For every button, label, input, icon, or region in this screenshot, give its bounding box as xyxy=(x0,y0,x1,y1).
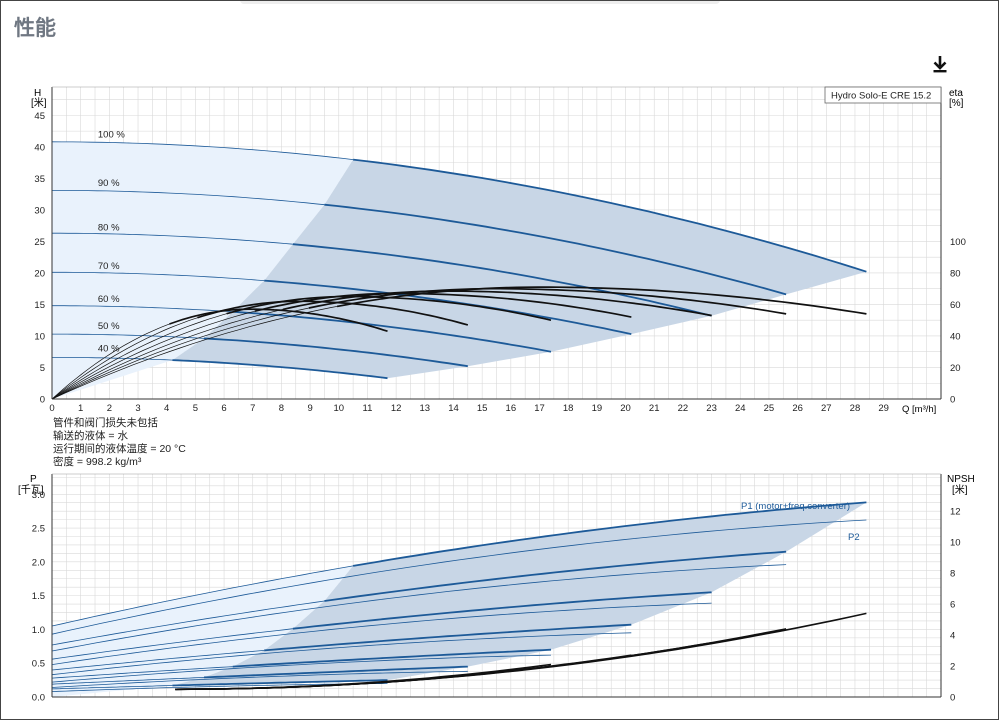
flow-tick-label: 11 xyxy=(363,403,373,414)
eta-tick-label: 60 xyxy=(950,300,961,311)
speed-label: 80 % xyxy=(98,223,120,234)
npsh-tick-label: 0 xyxy=(950,693,955,704)
eta-tick-label: 0 xyxy=(950,395,955,406)
head-tick-label: 10 xyxy=(34,331,45,342)
flow-tick-label: 21 xyxy=(649,403,660,414)
npsh-tick-label: 4 xyxy=(950,631,955,642)
head-tick-label: 15 xyxy=(34,300,45,311)
flow-tick-label: 1 xyxy=(78,403,83,414)
power-tick-label: 0.0 xyxy=(32,693,45,704)
flow-tick-label: 23 xyxy=(706,403,717,414)
flow-axis-label: Q [m³/h] xyxy=(902,404,936,415)
power-axis-label: P xyxy=(30,474,37,485)
flow-tick-label: 0 xyxy=(49,403,54,414)
flow-tick-label: 14 xyxy=(448,403,459,414)
eta-tick-label: 100 xyxy=(950,237,966,248)
flow-tick-label: 28 xyxy=(850,403,861,414)
flow-tick-label: 3 xyxy=(135,403,140,414)
flow-tick-label: 13 xyxy=(420,403,431,414)
head-tick-label: 40 xyxy=(34,142,45,153)
flow-tick-label: 19 xyxy=(592,403,603,414)
speed-label: 60 % xyxy=(98,294,120,305)
head-tick-label: 35 xyxy=(34,174,45,185)
flow-tick-label: 25 xyxy=(764,403,775,414)
flow-tick-label: 16 xyxy=(506,403,517,414)
note-line: 运行期间的液体温度 = 20 °C xyxy=(53,442,186,455)
eta-tick-label: 40 xyxy=(950,331,961,342)
power-tick-label: 2.5 xyxy=(32,524,45,535)
flow-tick-label: 8 xyxy=(279,403,284,414)
npsh-tick-label: 10 xyxy=(950,538,961,549)
flow-tick-label: 24 xyxy=(735,403,746,414)
power-tick-label: 1.0 xyxy=(32,625,45,636)
flow-tick-label: 2 xyxy=(107,403,112,414)
legend-box: Hydro Solo-E CRE 15.2 xyxy=(824,86,942,104)
npsh-axis-label: NPSH xyxy=(947,474,975,485)
legend-text: Hydro Solo-E CRE 15.2 xyxy=(831,91,931,102)
note-line: 管件和阀门损失未包括 xyxy=(53,416,158,429)
speed-label: 100 % xyxy=(98,129,125,140)
flow-tick-label: 17 xyxy=(534,403,545,414)
npsh-axis-unit: [米] xyxy=(952,483,968,496)
head-tick-label: 0 xyxy=(40,395,45,406)
npsh-tick-label: 6 xyxy=(950,600,955,611)
npsh-tick-label: 8 xyxy=(950,569,955,580)
flow-tick-label: 7 xyxy=(250,403,255,414)
power-tick-label: 1.5 xyxy=(32,591,45,602)
flow-tick-label: 9 xyxy=(307,403,312,414)
p2-series-label: P2 xyxy=(848,532,860,543)
flow-tick-label: 29 xyxy=(878,403,889,414)
eta-axis-unit: [%] xyxy=(949,98,964,109)
head-tick-label: 45 xyxy=(34,111,45,122)
flow-tick-label: 27 xyxy=(821,403,832,414)
eta-tick-label: 20 xyxy=(950,363,961,374)
flow-tick-label: 20 xyxy=(620,403,631,414)
npsh-tick-label: 12 xyxy=(950,507,961,518)
head-tick-label: 5 xyxy=(40,363,45,374)
flow-tick-label: 12 xyxy=(391,403,402,414)
power-tick-label: 2.0 xyxy=(32,557,45,568)
head-tick-label: 20 xyxy=(34,268,45,279)
eta-tick-label: 80 xyxy=(950,268,961,279)
flow-tick-label: 5 xyxy=(193,403,198,414)
flow-tick-label: 15 xyxy=(477,403,488,414)
speed-label: 70 % xyxy=(98,261,120,272)
head-axis-unit: [米] xyxy=(31,96,47,109)
p1-series-label: P1 (motor+freq.converter) xyxy=(741,501,850,512)
power-tick-label: 0.5 xyxy=(32,659,45,670)
flow-tick-label: 26 xyxy=(792,403,803,414)
flow-tick-label: 6 xyxy=(221,403,226,414)
test-notes: 管件和阀门损失未包括 输送的液体 = 水 运行期间的液体温度 = 20 °C 密… xyxy=(53,416,186,468)
speed-label: 40 % xyxy=(98,344,120,355)
power-axis-unit: [千瓦] xyxy=(18,484,44,496)
speed-label: 90 % xyxy=(98,178,120,189)
npsh-tick-label: 2 xyxy=(950,662,955,673)
note-line: 输送的液体 = 水 xyxy=(53,429,128,442)
flow-tick-label: 4 xyxy=(164,403,169,414)
head-tick-label: 30 xyxy=(34,205,45,216)
flow-tick-label: 18 xyxy=(563,403,574,414)
note-line: 密度 = 998.2 kg/m³ xyxy=(53,455,142,468)
flow-tick-label: 10 xyxy=(333,403,344,414)
speed-label: 50 % xyxy=(98,321,120,332)
head-tick-label: 25 xyxy=(34,237,45,248)
flow-tick-label: 22 xyxy=(678,403,689,414)
